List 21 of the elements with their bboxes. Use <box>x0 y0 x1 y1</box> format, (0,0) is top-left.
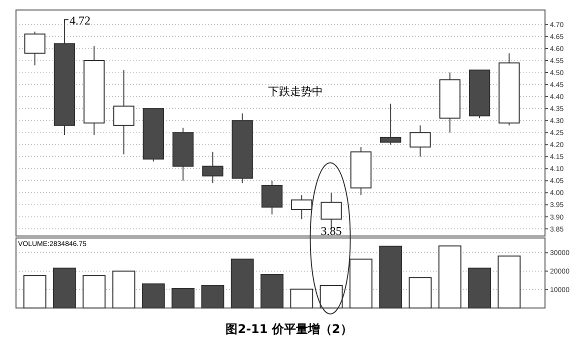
bar <box>290 288 314 308</box>
bar <box>498 256 521 308</box>
annotation: 下跌走势中 <box>268 85 323 98</box>
candlestick <box>350 146 372 196</box>
candlestick <box>202 151 224 184</box>
bar <box>112 270 136 308</box>
caption: 图2-11 价平量增（2） <box>226 322 352 336</box>
candlestick <box>410 124 431 158</box>
candlestick <box>261 180 283 215</box>
bar <box>349 258 372 308</box>
annotation: 4.72 <box>69 14 90 28</box>
bar <box>23 275 46 308</box>
bar <box>438 245 462 308</box>
candlestick <box>291 194 312 220</box>
candlestick <box>439 72 460 134</box>
bar <box>408 277 432 308</box>
candlestick <box>84 46 105 136</box>
annotation: 3.85 <box>320 224 342 238</box>
candlestick <box>113 70 134 155</box>
bar <box>82 275 106 308</box>
bar <box>320 285 343 308</box>
